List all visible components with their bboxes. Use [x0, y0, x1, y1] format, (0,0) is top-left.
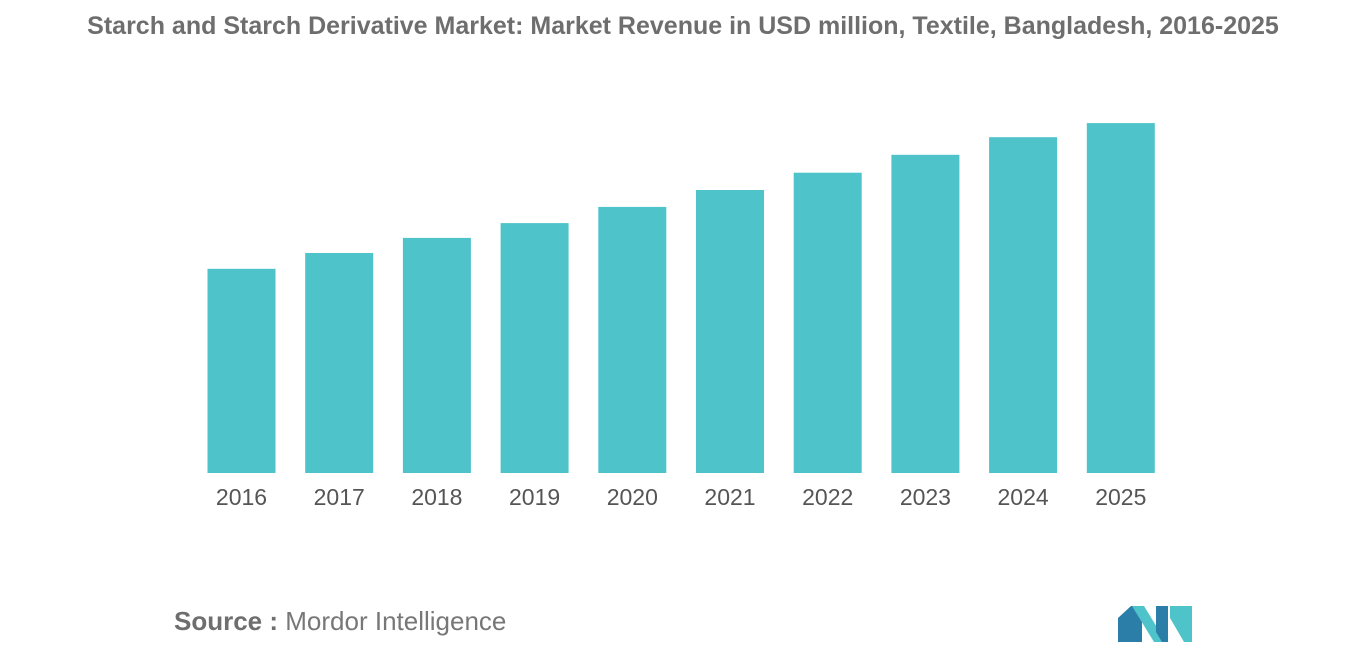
x-tick-label-2022: 2022 [802, 484, 853, 510]
x-tick-label-2016: 2016 [216, 484, 267, 510]
x-tick-label-2017: 2017 [314, 484, 365, 510]
bar-2017 [305, 253, 374, 473]
x-tick-label-2024: 2024 [998, 484, 1049, 510]
bar-2021 [696, 190, 764, 473]
bar-2025 [1086, 123, 1155, 473]
x-tick-label-2023: 2023 [900, 484, 951, 510]
bar-2022 [793, 172, 862, 473]
x-tick-label-2025: 2025 [1095, 484, 1146, 510]
x-tick-label-2020: 2020 [607, 484, 658, 510]
bar-chart: 2016 2017 2018 2019 2020 2021 2022 2023 2024 2025 [207, 123, 1155, 510]
source-label: Source : [174, 606, 279, 636]
bar-2016 [207, 268, 276, 473]
x-tick-label-2021: 2021 [704, 484, 755, 510]
source-note: Source : Mordor Intelligence [174, 606, 506, 637]
bars-group [207, 123, 1155, 474]
bar-2020 [598, 206, 667, 473]
chart-title: Starch and Starch Derivative Market: Mar… [87, 12, 1279, 40]
x-tick-labels-group: 2016 2017 2018 2019 2020 2021 2022 2023 2024 2025 [216, 484, 1146, 510]
x-tick-label-2019: 2019 [509, 484, 560, 510]
bar-2019 [500, 223, 569, 473]
bar-2018 [402, 237, 471, 473]
mordor-intelligence-logo-icon [1118, 606, 1192, 642]
bar-2024 [989, 137, 1058, 473]
source-value: Mordor Intelligence [285, 606, 507, 636]
bar-2023 [891, 154, 960, 474]
x-tick-label-2018: 2018 [411, 484, 462, 510]
